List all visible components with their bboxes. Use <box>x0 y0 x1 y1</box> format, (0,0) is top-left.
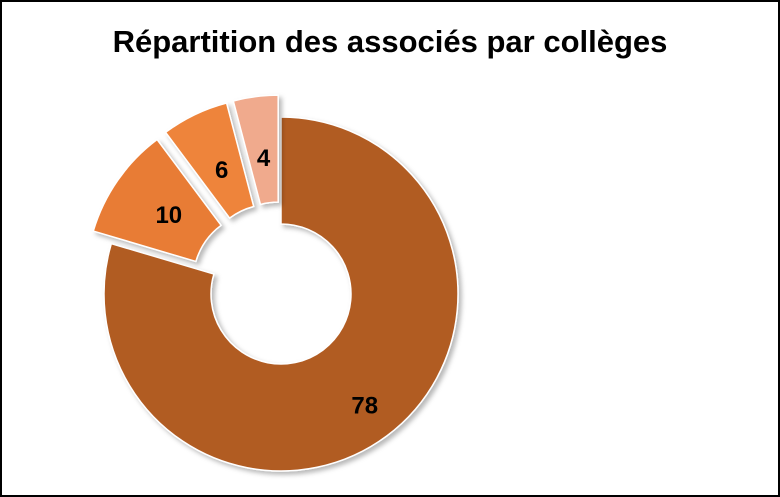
slice-78 <box>103 116 459 472</box>
data-label-4: 4 <box>257 145 271 172</box>
data-label-6: 6 <box>215 157 228 184</box>
chart-title: Répartition des associés par collèges <box>112 24 668 59</box>
slices-group <box>92 94 459 472</box>
slice-4 <box>232 94 279 206</box>
labels-group: 78 10 6 4 <box>155 145 378 420</box>
data-label-78: 78 <box>351 393 378 420</box>
slice-6 <box>164 102 255 220</box>
slice-10 <box>92 138 223 263</box>
data-label-10: 10 <box>155 202 182 229</box>
